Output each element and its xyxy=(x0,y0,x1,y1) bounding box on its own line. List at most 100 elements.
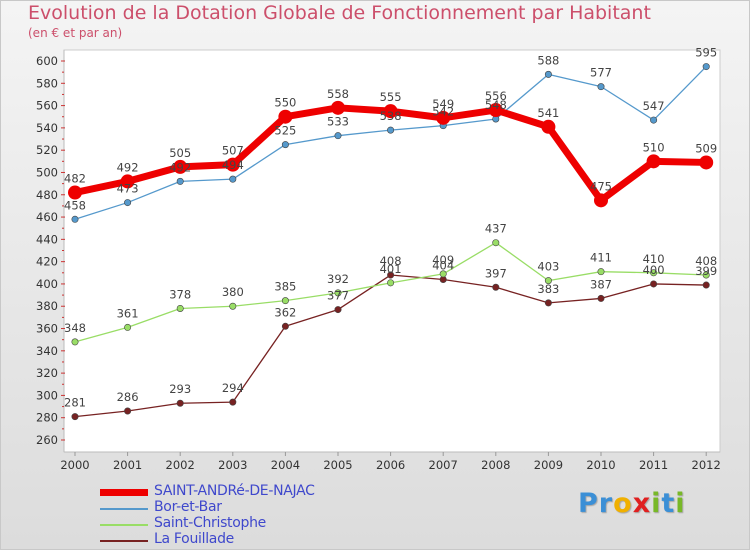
data-point xyxy=(544,277,552,285)
data-point xyxy=(176,177,184,185)
data-point xyxy=(229,175,237,183)
data-point xyxy=(436,110,451,125)
data-label: 397 xyxy=(485,266,507,280)
data-label: 378 xyxy=(169,287,191,301)
data-label: 408 xyxy=(380,254,402,268)
proxiti-logo: Proxiti xyxy=(578,488,686,519)
y-tick-label: 440 xyxy=(36,232,58,246)
data-point xyxy=(383,104,398,119)
data-point xyxy=(120,174,135,189)
x-tick-label: 2006 xyxy=(376,458,405,472)
data-point xyxy=(229,398,237,406)
y-tick-label: 500 xyxy=(36,165,58,179)
data-point xyxy=(71,413,79,421)
logo-letter: o xyxy=(613,488,633,519)
legend-label: Saint-Christophe xyxy=(154,515,266,531)
x-tick-label: 2005 xyxy=(323,458,352,472)
data-point xyxy=(650,280,658,288)
data-point xyxy=(646,154,661,169)
y-tick-label: 340 xyxy=(36,344,58,358)
data-label: 492 xyxy=(117,160,139,174)
data-label: 556 xyxy=(485,89,507,103)
data-label: 385 xyxy=(274,280,296,294)
data-label: 437 xyxy=(485,222,507,236)
data-label: 494 xyxy=(222,158,244,172)
data-point xyxy=(124,407,132,415)
data-point xyxy=(229,302,237,310)
data-point xyxy=(597,294,605,302)
data-point xyxy=(124,199,132,207)
data-label: 550 xyxy=(274,96,296,110)
data-label: 505 xyxy=(169,146,191,160)
logo-letter: i xyxy=(675,488,686,519)
y-tick-label: 260 xyxy=(36,433,58,447)
data-point xyxy=(387,279,395,287)
data-label: 458 xyxy=(64,198,86,212)
data-point xyxy=(331,100,345,115)
data-point xyxy=(699,155,714,170)
data-label: 392 xyxy=(327,272,349,286)
y-tick-label: 540 xyxy=(36,121,58,135)
x-tick-label: 2012 xyxy=(692,458,721,472)
data-point xyxy=(702,271,710,279)
data-label: 404 xyxy=(432,258,454,272)
y-tick-label: 300 xyxy=(36,388,58,402)
logo-letter: i xyxy=(651,488,662,519)
data-label: 410 xyxy=(643,252,665,266)
data-label: 547 xyxy=(643,99,665,113)
series-lines xyxy=(68,63,714,421)
legend-item: Bor-et-Bar xyxy=(100,499,380,516)
data-point xyxy=(387,271,395,279)
data-label: 525 xyxy=(274,124,296,138)
y-tick-label: 360 xyxy=(36,322,58,336)
data-point xyxy=(281,141,289,149)
data-label: 558 xyxy=(327,87,349,101)
data-label: 348 xyxy=(64,321,86,335)
data-point xyxy=(439,270,447,278)
data-point xyxy=(544,70,552,78)
legend-label: SAINT-ANDRé-DE-NAJAC xyxy=(154,483,315,499)
legend-item: La Fouillade xyxy=(100,531,380,548)
y-tick-label: 380 xyxy=(36,299,58,313)
data-label: 492 xyxy=(169,160,191,174)
data-label: 380 xyxy=(222,285,244,299)
data-label: 286 xyxy=(117,390,139,404)
y-tick-label: 600 xyxy=(36,54,58,68)
x-tick-label: 2003 xyxy=(218,458,247,472)
chart-legend: SAINT-ANDRé-DE-NAJAC Bor-et-Bar Saint-Chri… xyxy=(100,483,380,548)
legend-label: Bor-et-Bar xyxy=(154,499,222,515)
data-label: 555 xyxy=(380,90,402,104)
y-tick-label: 420 xyxy=(36,255,58,269)
data-point xyxy=(281,322,289,330)
data-point xyxy=(594,193,608,208)
legend-swatch xyxy=(100,508,148,510)
data-point xyxy=(334,132,342,140)
data-label: 473 xyxy=(117,182,139,196)
data-label: 538 xyxy=(380,109,402,123)
y-tick-label: 320 xyxy=(36,366,58,380)
logo-letter: r xyxy=(598,488,614,519)
logo-letter: t xyxy=(661,488,676,519)
data-label: 399 xyxy=(695,264,717,278)
data-label: 293 xyxy=(169,382,191,396)
data-label: 533 xyxy=(327,115,349,129)
data-label: 475 xyxy=(590,179,612,193)
chart-title: Evolution de la Dotation Globale de Fonc… xyxy=(28,2,651,24)
data-point xyxy=(541,119,556,134)
data-label: 281 xyxy=(64,396,86,410)
data-point xyxy=(650,269,658,277)
legend-item: Saint-Christophe xyxy=(100,515,380,532)
data-label: 507 xyxy=(222,144,244,158)
logo-letter: x xyxy=(632,488,652,519)
data-label: 411 xyxy=(590,251,612,265)
data-point xyxy=(176,399,184,407)
data-label: 400 xyxy=(643,263,665,277)
data-point xyxy=(702,281,710,289)
y-tick-label: 400 xyxy=(36,277,58,291)
data-label: 387 xyxy=(590,277,612,291)
y-tick-label: 560 xyxy=(36,99,58,113)
y-tick-label: 520 xyxy=(36,143,58,157)
data-point xyxy=(544,299,552,307)
data-label: 377 xyxy=(327,289,349,303)
